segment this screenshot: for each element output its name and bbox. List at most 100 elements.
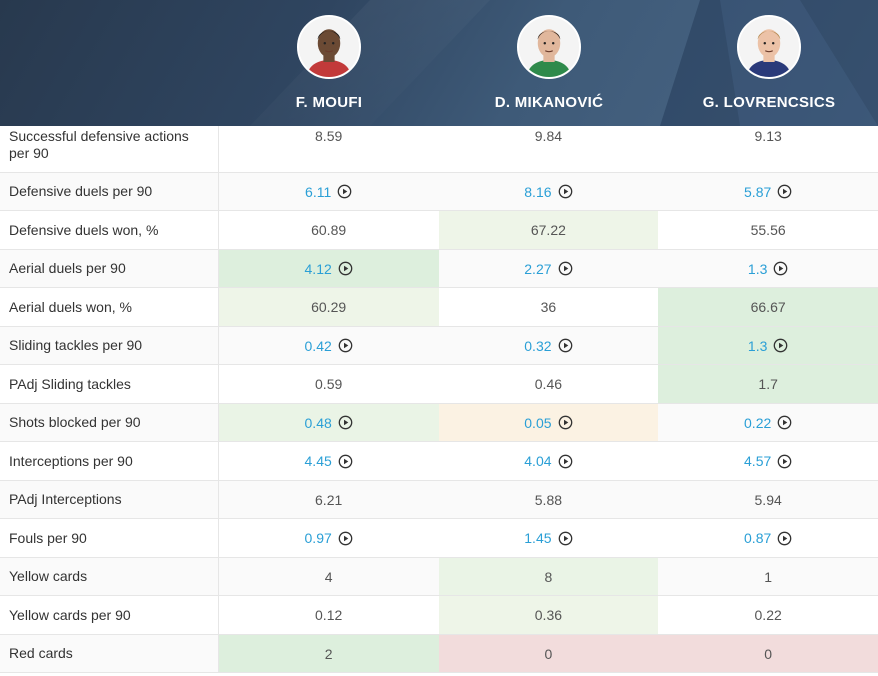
stat-value: 1 bbox=[764, 568, 773, 585]
play-video-icon[interactable] bbox=[558, 531, 573, 546]
stat-label: Defensive duels per 90 bbox=[0, 173, 219, 210]
stat-value[interactable]: 1.45 bbox=[524, 530, 552, 546]
stat-value-cell[interactable]: 0.32 bbox=[439, 327, 659, 364]
stat-value-cell: 0.59 bbox=[219, 365, 439, 403]
stat-value: 0.12 bbox=[315, 607, 343, 623]
stat-value: 8 bbox=[544, 568, 553, 585]
play-video-icon[interactable] bbox=[338, 454, 353, 469]
play-video-icon[interactable] bbox=[338, 338, 353, 353]
stats-table: Successful defensive actions per 90 8.59 9… bbox=[0, 126, 878, 673]
stat-value: 5.88 bbox=[534, 491, 563, 508]
play-video-icon[interactable] bbox=[558, 415, 573, 430]
stat-value: 5.94 bbox=[754, 491, 782, 508]
stat-value-cell[interactable]: 6.11 bbox=[219, 173, 439, 210]
stat-value-cell: 1.7 bbox=[658, 365, 878, 403]
play-video-icon[interactable] bbox=[777, 531, 792, 546]
stat-value-cell: 9.84 bbox=[439, 126, 659, 172]
stat-value-cell[interactable]: 0.97 bbox=[219, 519, 439, 557]
stat-value-cell[interactable]: 2.27 bbox=[439, 250, 659, 287]
play-video-icon[interactable] bbox=[338, 261, 353, 276]
stat-label: PAdj Interceptions bbox=[0, 481, 219, 518]
player-column-header[interactable]: F. MOUFI bbox=[219, 0, 439, 126]
play-video-icon[interactable] bbox=[338, 415, 353, 430]
stat-label: Yellow cards per 90 bbox=[0, 596, 219, 634]
stat-value[interactable]: 0.87 bbox=[744, 530, 772, 546]
stat-value[interactable]: 0.05 bbox=[524, 414, 552, 431]
stat-value-cell: 8 bbox=[438, 558, 659, 595]
stat-value: 67.22 bbox=[530, 222, 566, 238]
play-video-icon[interactable] bbox=[558, 261, 573, 276]
play-video-icon[interactable] bbox=[773, 338, 788, 353]
stat-value: 60.89 bbox=[311, 222, 347, 238]
comparison-header: F. MOUFI D. MIKANOVIĆ G. LOVRENCSICS bbox=[0, 0, 878, 126]
stat-value: 8.59 bbox=[315, 128, 343, 144]
stat-value[interactable]: 8.16 bbox=[524, 183, 552, 200]
play-video-icon[interactable] bbox=[777, 454, 792, 469]
stat-value[interactable]: 2.27 bbox=[524, 260, 552, 277]
stat-row: Sliding tackles per 90 0.42 0.32 1.3 bbox=[0, 327, 878, 365]
stat-value-cell: 60.29 bbox=[218, 288, 439, 326]
player-column-header[interactable]: D. MIKANOVIĆ bbox=[439, 0, 659, 126]
play-video-icon[interactable] bbox=[558, 338, 573, 353]
stat-value-cell[interactable]: 5.87 bbox=[658, 173, 878, 210]
stat-value-cell[interactable]: 1.3 bbox=[658, 250, 878, 287]
stat-value[interactable]: 5.87 bbox=[744, 183, 772, 200]
stat-value-cell: 0.46 bbox=[439, 365, 659, 403]
stat-value-cell[interactable]: 4.57 bbox=[658, 442, 878, 480]
stat-value-cell: 9.13 bbox=[658, 126, 878, 172]
stat-label: Yellow cards bbox=[0, 558, 219, 595]
stat-label: Shots blocked per 90 bbox=[0, 404, 219, 441]
stat-value-cell[interactable]: 0.05 bbox=[438, 404, 659, 441]
stat-value[interactable]: 0.97 bbox=[304, 530, 332, 546]
stat-row: PAdj Sliding tackles 0.59 0.46 1.7 bbox=[0, 365, 878, 404]
stat-value[interactable]: 0.42 bbox=[304, 337, 332, 354]
stat-value: 0 bbox=[544, 645, 553, 662]
stat-value: 66.67 bbox=[750, 299, 786, 315]
player-column-header[interactable]: G. LOVRENCSICS bbox=[659, 0, 878, 126]
stat-value[interactable]: 4.12 bbox=[304, 260, 332, 277]
stat-value[interactable]: 4.57 bbox=[744, 453, 772, 469]
stat-value[interactable]: 0.22 bbox=[744, 414, 772, 431]
stat-value-cell[interactable]: 0.42 bbox=[219, 327, 439, 364]
stat-value-cell: 0 bbox=[438, 635, 659, 672]
stat-value[interactable]: 0.32 bbox=[524, 337, 552, 354]
stat-value-cell: 67.22 bbox=[438, 211, 659, 249]
stat-value: 60.29 bbox=[311, 299, 347, 315]
stat-value[interactable]: 0.48 bbox=[304, 414, 332, 431]
stat-label: Fouls per 90 bbox=[0, 519, 219, 557]
play-video-icon[interactable] bbox=[337, 184, 352, 199]
stat-value-cell[interactable]: 4.45 bbox=[219, 442, 439, 480]
stat-value-cell: 60.89 bbox=[219, 211, 439, 249]
play-video-icon[interactable] bbox=[338, 531, 353, 546]
stat-value: 36 bbox=[540, 299, 557, 315]
stat-value-cell[interactable]: 0.87 bbox=[658, 519, 878, 557]
play-video-icon[interactable] bbox=[777, 415, 792, 430]
play-video-icon[interactable] bbox=[773, 261, 788, 276]
stat-value: 55.56 bbox=[750, 222, 786, 238]
player-name[interactable]: G. LOVRENCSICS bbox=[702, 94, 836, 111]
player-name[interactable]: D. MIKANOVIĆ bbox=[494, 94, 604, 111]
stat-value-cell[interactable]: 1.3 bbox=[658, 327, 878, 364]
stat-value: 6.21 bbox=[315, 491, 343, 508]
stat-value: 1.7 bbox=[758, 376, 778, 392]
stat-value[interactable]: 4.04 bbox=[524, 453, 552, 469]
stat-value-cell[interactable]: 8.16 bbox=[439, 173, 659, 210]
stat-value-cell[interactable]: 1.45 bbox=[439, 519, 659, 557]
stat-value-cell[interactable]: 0.48 bbox=[218, 404, 439, 441]
stat-value[interactable]: 1.3 bbox=[747, 260, 768, 277]
stat-value-cell[interactable]: 4.04 bbox=[439, 442, 659, 480]
stat-value-cell[interactable]: 4.12 bbox=[218, 250, 439, 287]
stat-value[interactable]: 1.3 bbox=[747, 337, 768, 354]
stat-value[interactable]: 6.11 bbox=[305, 183, 332, 200]
stat-value: 0.46 bbox=[534, 376, 563, 392]
stat-row: PAdj Interceptions 6.21 5.88 5.94 bbox=[0, 481, 878, 519]
stat-value-cell: 55.56 bbox=[658, 211, 878, 249]
play-video-icon[interactable] bbox=[558, 184, 573, 199]
stat-value: 0.59 bbox=[315, 376, 343, 392]
player-name[interactable]: F. MOUFI bbox=[295, 94, 363, 111]
play-video-icon[interactable] bbox=[558, 454, 573, 469]
stat-value-cell[interactable]: 0.22 bbox=[658, 404, 878, 441]
stat-label: Successful defensive actions per 90 bbox=[0, 126, 219, 172]
stat-value[interactable]: 4.45 bbox=[304, 453, 332, 469]
play-video-icon[interactable] bbox=[777, 184, 792, 199]
